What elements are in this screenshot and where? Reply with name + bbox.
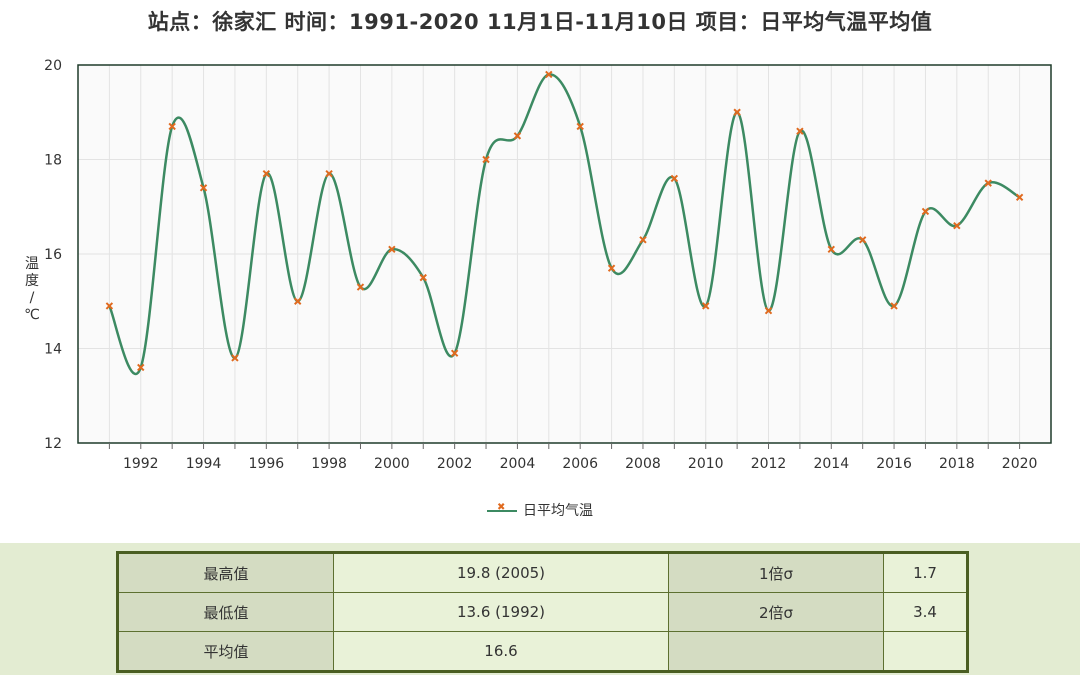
- data-point-marker: [105, 302, 114, 310]
- y-tick-label: 16: [44, 247, 62, 263]
- data-point-marker: [921, 207, 930, 216]
- data-point-marker: [294, 297, 302, 305]
- data-point-marker: [325, 169, 333, 178]
- legend-line-marker-icon: [487, 502, 517, 517]
- data-point-marker: [1015, 193, 1024, 202]
- x-tick-label: 2014: [813, 456, 849, 472]
- legend[interactable]: 日平均气温: [0, 500, 1080, 520]
- table-row: 最高值 19.8 (2005) 1倍σ 1.7: [117, 552, 968, 593]
- data-point-marker: [890, 302, 898, 310]
- y-axis-label-char: /: [30, 290, 35, 306]
- plot-frame: [77, 64, 1052, 444]
- sigma2-value: 3.4: [883, 592, 968, 632]
- y-axis-label-char: ℃: [24, 307, 40, 323]
- data-point-marker: [607, 264, 616, 272]
- y-axis-label-char: 度: [25, 273, 39, 289]
- x-tick-label: 2020: [1002, 456, 1038, 472]
- data-point-marker: [796, 127, 804, 135]
- data-point-marker: [199, 184, 208, 192]
- sigma2-label: 2倍σ: [668, 592, 884, 632]
- data-point-marker: [984, 179, 992, 187]
- data-point-marker: [827, 245, 835, 253]
- y-tick-label: 12: [44, 436, 62, 452]
- table-row: 最低值 13.6 (1992) 2倍σ 3.4: [117, 592, 968, 632]
- data-point-marker: [513, 132, 522, 140]
- empty-value: [883, 631, 968, 672]
- data-point-marker: [356, 283, 365, 291]
- x-tick-label: 2008: [625, 456, 661, 472]
- x-tick-label: 2000: [374, 456, 410, 472]
- data-point-marker: [419, 273, 427, 282]
- line-chart: 12 14 16 18 20 1992 1994 1996 1998 2000 2002 2004 20…: [24, 58, 1052, 472]
- data-point-marker: [670, 174, 679, 183]
- y-tick-label: 14: [44, 342, 62, 358]
- sigma1-value: 1.7: [883, 552, 968, 593]
- x-tick-label: 1992: [123, 456, 159, 472]
- stats-table: 最高值 19.8 (2005) 1倍σ 1.7 最低值 13.6 (1992) …: [116, 551, 969, 673]
- x-tick-label: 2016: [876, 456, 912, 472]
- data-point-marker: [545, 70, 553, 79]
- x-tick-label: 1996: [249, 456, 285, 472]
- x-tick-label: 2010: [688, 456, 724, 472]
- data-point-marker: [168, 122, 176, 131]
- y-tick-label: 20: [44, 58, 62, 74]
- data-point-marker: [576, 122, 584, 131]
- data-point-marker: [702, 302, 710, 310]
- x-tick-label: 2004: [500, 456, 536, 472]
- y-tick-label: 18: [44, 153, 62, 169]
- data-point-marker: [137, 363, 145, 372]
- mean-label: 平均值: [117, 631, 334, 672]
- data-point-marker: [639, 236, 647, 244]
- min-value: 13.6 (1992): [333, 592, 669, 632]
- data-point-marker: [482, 155, 490, 164]
- data-point-marker: [858, 236, 867, 244]
- max-label: 最高值: [117, 552, 334, 593]
- x-tick-label: 2012: [751, 456, 787, 472]
- y-axis-label-char: 温: [25, 256, 39, 272]
- data-point-marker: [764, 306, 773, 315]
- chart-title: 站点：徐家汇 时间：1991-2020 11月1日-11月10日 项目：日平均气…: [147, 10, 933, 34]
- data-point-marker: [733, 108, 741, 116]
- x-tick-label: 2018: [939, 456, 975, 472]
- data-point-marker: [262, 169, 271, 178]
- x-tick-label: 1998: [311, 456, 347, 472]
- min-label: 最低值: [117, 592, 334, 632]
- x-tick-label: 2002: [437, 456, 473, 472]
- x-tick-label: 2006: [562, 456, 598, 472]
- data-point-marker: [450, 349, 459, 357]
- sigma1-label: 1倍σ: [668, 552, 884, 593]
- legend-label: 日平均气温: [523, 503, 593, 519]
- table-row: 平均值 16.6: [117, 631, 968, 672]
- max-value: 19.8 (2005): [333, 552, 669, 593]
- data-point-marker: [953, 221, 961, 230]
- mean-value: 16.6: [333, 631, 669, 672]
- empty-label: [668, 631, 884, 672]
- x-tick-label: 1994: [186, 456, 222, 472]
- data-point-marker: [231, 354, 239, 362]
- data-point-marker: [388, 245, 396, 253]
